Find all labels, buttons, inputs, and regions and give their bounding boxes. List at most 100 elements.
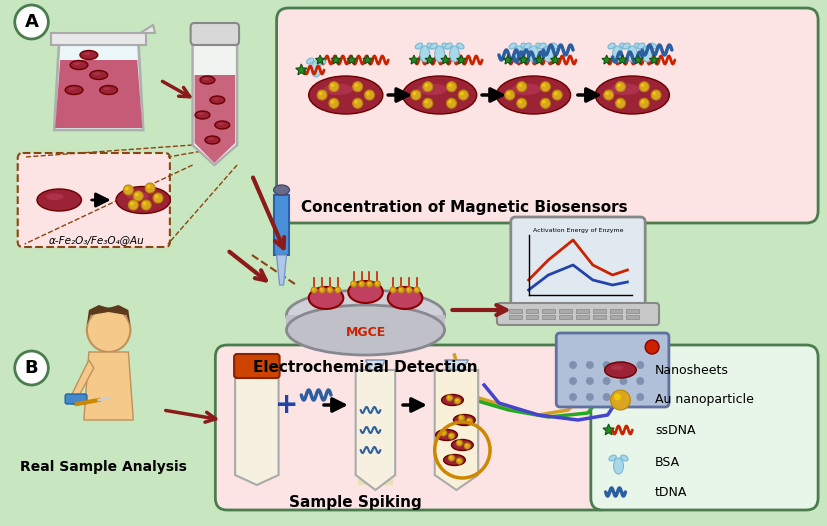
Circle shape xyxy=(464,443,471,449)
Ellipse shape xyxy=(509,43,516,49)
Circle shape xyxy=(320,288,323,290)
Ellipse shape xyxy=(614,458,624,474)
Text: +: + xyxy=(275,391,299,419)
Ellipse shape xyxy=(208,138,214,140)
Ellipse shape xyxy=(200,76,215,84)
Circle shape xyxy=(519,84,522,87)
Ellipse shape xyxy=(628,46,638,62)
Circle shape xyxy=(455,398,461,404)
Circle shape xyxy=(543,100,546,104)
FancyBboxPatch shape xyxy=(557,333,669,407)
Circle shape xyxy=(331,100,334,104)
Polygon shape xyxy=(441,55,450,64)
Ellipse shape xyxy=(69,87,76,90)
Circle shape xyxy=(604,90,614,100)
Circle shape xyxy=(615,98,625,108)
Text: Nanosheets: Nanosheets xyxy=(655,363,729,377)
Ellipse shape xyxy=(496,76,571,114)
Circle shape xyxy=(411,90,421,100)
Ellipse shape xyxy=(45,194,64,200)
Circle shape xyxy=(365,90,375,100)
Circle shape xyxy=(331,84,334,87)
Ellipse shape xyxy=(511,84,541,95)
Ellipse shape xyxy=(623,43,630,49)
Circle shape xyxy=(645,340,659,354)
Circle shape xyxy=(552,90,562,100)
Polygon shape xyxy=(366,360,385,370)
Circle shape xyxy=(447,396,450,398)
Circle shape xyxy=(458,90,468,100)
Polygon shape xyxy=(649,55,659,64)
Circle shape xyxy=(615,82,625,92)
Circle shape xyxy=(391,288,394,290)
Circle shape xyxy=(360,282,361,284)
Ellipse shape xyxy=(643,46,653,62)
Circle shape xyxy=(311,287,317,293)
Ellipse shape xyxy=(442,43,449,49)
Polygon shape xyxy=(274,195,289,255)
Circle shape xyxy=(366,281,372,287)
Ellipse shape xyxy=(436,430,457,440)
Circle shape xyxy=(447,82,457,92)
Ellipse shape xyxy=(634,43,642,49)
Polygon shape xyxy=(356,370,395,490)
Ellipse shape xyxy=(198,113,204,115)
Circle shape xyxy=(448,100,452,104)
Text: Concentration of Magnetic Biosensors: Concentration of Magnetic Biosensors xyxy=(301,200,628,215)
Ellipse shape xyxy=(514,46,523,62)
Circle shape xyxy=(424,84,428,87)
Circle shape xyxy=(457,458,462,464)
Ellipse shape xyxy=(90,70,108,79)
Ellipse shape xyxy=(595,76,669,114)
Ellipse shape xyxy=(456,442,465,445)
Ellipse shape xyxy=(452,440,473,450)
Circle shape xyxy=(653,92,657,95)
Ellipse shape xyxy=(619,43,627,49)
Circle shape xyxy=(313,288,314,290)
Polygon shape xyxy=(84,352,133,420)
Circle shape xyxy=(519,100,522,104)
Circle shape xyxy=(651,90,661,100)
Circle shape xyxy=(450,456,452,458)
Ellipse shape xyxy=(215,121,230,129)
Circle shape xyxy=(457,441,460,443)
Polygon shape xyxy=(87,305,131,325)
Ellipse shape xyxy=(528,46,538,62)
Circle shape xyxy=(424,100,428,104)
Circle shape xyxy=(466,418,472,424)
Circle shape xyxy=(351,282,354,284)
Circle shape xyxy=(636,377,644,385)
Ellipse shape xyxy=(649,43,657,49)
Circle shape xyxy=(610,390,630,410)
Circle shape xyxy=(448,433,455,439)
Ellipse shape xyxy=(318,58,326,64)
Circle shape xyxy=(335,287,341,293)
Ellipse shape xyxy=(195,111,210,119)
Ellipse shape xyxy=(536,43,543,49)
Circle shape xyxy=(15,351,48,385)
Ellipse shape xyxy=(609,455,616,461)
Circle shape xyxy=(441,430,447,436)
Polygon shape xyxy=(618,55,627,64)
Circle shape xyxy=(517,82,527,92)
Ellipse shape xyxy=(420,46,430,62)
Text: B: B xyxy=(25,359,38,377)
Circle shape xyxy=(442,431,444,433)
Circle shape xyxy=(355,84,358,87)
Ellipse shape xyxy=(621,455,628,461)
Circle shape xyxy=(413,92,416,95)
Bar xyxy=(626,309,639,313)
Text: Sample Spiking: Sample Spiking xyxy=(289,495,422,510)
Ellipse shape xyxy=(613,46,623,62)
Ellipse shape xyxy=(453,414,476,426)
Ellipse shape xyxy=(286,305,445,355)
Polygon shape xyxy=(331,55,341,64)
Ellipse shape xyxy=(430,43,437,49)
Polygon shape xyxy=(435,370,478,490)
Circle shape xyxy=(457,459,460,461)
Ellipse shape xyxy=(538,43,546,49)
Bar xyxy=(509,309,522,313)
Polygon shape xyxy=(276,255,286,285)
FancyBboxPatch shape xyxy=(511,217,645,308)
Ellipse shape xyxy=(521,43,528,49)
